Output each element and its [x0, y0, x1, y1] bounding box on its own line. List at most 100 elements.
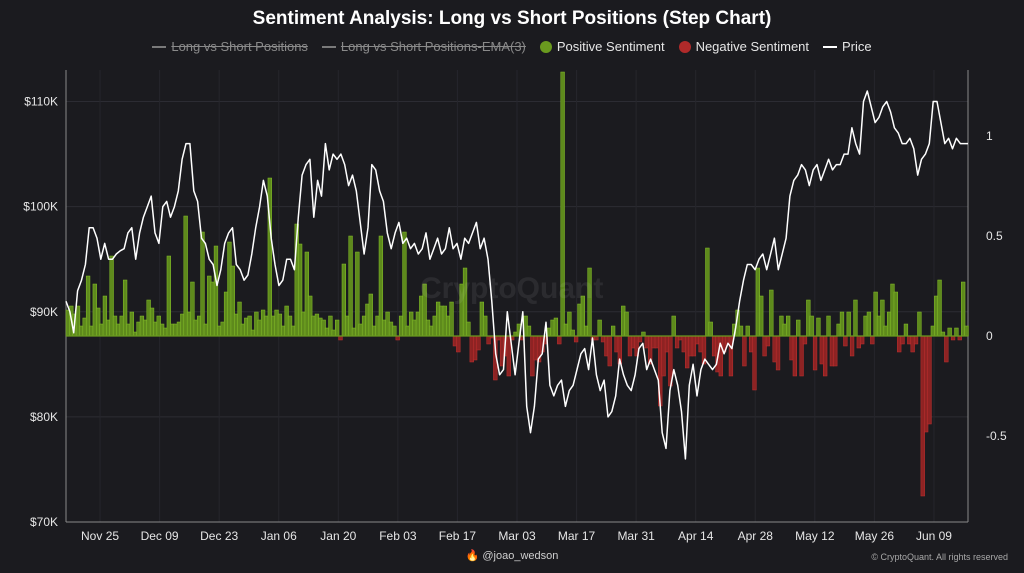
- positive-sentiment-bar: [866, 311, 872, 337]
- negative-sentiment-bar: [557, 335, 562, 345]
- positive-sentiment-bar: [392, 325, 397, 337]
- negative-sentiment-bar: [752, 335, 757, 391]
- x-tick-label: May 12: [795, 529, 835, 543]
- negative-sentiment-bar: [607, 335, 612, 367]
- y-left-tick-label: $110K: [24, 95, 58, 109]
- negative-sentiment-bar: [476, 335, 481, 351]
- legend-label: Long vs Short Positions: [171, 39, 308, 54]
- negative-sentiment-bar: [849, 335, 855, 357]
- x-tick-label: Feb 17: [439, 529, 477, 543]
- negative-sentiment-bar: [870, 335, 875, 345]
- negative-sentiment-bar: [728, 335, 734, 377]
- x-tick-label: Jan 06: [261, 529, 297, 543]
- x-tick-label: Jun 09: [916, 529, 952, 543]
- positive-sentiment-bar: [213, 245, 219, 337]
- negative-sentiment-bar: [573, 335, 579, 343]
- positive-sentiment-bar: [348, 235, 353, 337]
- positive-sentiment-bar: [954, 327, 959, 337]
- positive-sentiment-bar: [853, 299, 858, 337]
- y-right-tick-label: 1: [986, 129, 993, 143]
- positive-sentiment-bar: [449, 301, 454, 337]
- positive-sentiment-bar: [964, 325, 969, 337]
- positive-sentiment-bar: [671, 315, 676, 337]
- x-tick-label: Feb 03: [379, 529, 417, 543]
- legend-item-negative[interactable]: Negative Sentiment: [678, 39, 810, 54]
- y-left-tick-label: $100K: [23, 200, 58, 214]
- x-tick-label: May 26: [855, 529, 895, 543]
- positive-sentiment-bar: [708, 321, 713, 337]
- negative-sentiment-bar: [802, 335, 808, 345]
- positive-sentiment-bar: [483, 315, 488, 337]
- negative-sentiment-bar: [944, 335, 949, 363]
- positive-sentiment-bar: [816, 317, 821, 337]
- negative-sentiment-bar: [637, 335, 643, 343]
- negative-sentiment-bar: [506, 335, 511, 377]
- positive-sentiment-bar: [526, 325, 532, 337]
- x-tick-label: Dec 09: [141, 529, 179, 543]
- legend-label: Positive Sentiment: [556, 39, 665, 54]
- y-right-tick-label: 0.5: [986, 229, 1003, 243]
- positive-sentiment-bar: [745, 325, 750, 337]
- x-tick-label: Mar 31: [617, 529, 655, 543]
- x-tick-label: Mar 03: [498, 529, 536, 543]
- positive-sentiment-bar: [466, 321, 471, 337]
- positive-sentiment-bar: [597, 319, 602, 337]
- y-left-tick-label: $80K: [30, 410, 58, 424]
- positive-sentiment-bar: [903, 323, 909, 337]
- negative-sentiment-bar: [833, 335, 838, 367]
- legend-line-icon: [823, 45, 838, 48]
- chart-title: Sentiment Analysis: Long vs Short Positi…: [252, 8, 772, 29]
- positive-sentiment-bar: [893, 291, 898, 337]
- x-tick-label: Nov 25: [81, 529, 119, 543]
- legend-item-long-short[interactable]: Long vs Short Positions: [152, 39, 308, 54]
- y-left-tick-label: $90K: [30, 305, 58, 319]
- negative-sentiment-bar: [913, 335, 919, 345]
- x-tick-label: Dec 23: [200, 529, 238, 543]
- y-left-tick-label: $70K: [30, 515, 58, 529]
- legend-label: Negative Sentiment: [695, 39, 810, 54]
- x-tick-label: Apr 14: [678, 529, 714, 543]
- positive-sentiment-bar: [355, 251, 360, 337]
- negative-sentiment-bar: [860, 335, 865, 345]
- positive-sentiment-bar: [937, 279, 942, 337]
- negative-sentiment-bar: [775, 335, 781, 371]
- negative-sentiment-bar: [812, 335, 818, 371]
- legend-item-long-short-ema[interactable]: Long vs Short Positions-EMA(3): [321, 39, 526, 54]
- positive-sentiment-bar: [610, 325, 616, 337]
- positive-sentiment-bar: [917, 311, 922, 337]
- negative-sentiment-bar: [765, 335, 771, 347]
- y-right-tick-label: 0: [986, 329, 993, 343]
- legend-dot-icon: [539, 40, 552, 53]
- positive-sentiment-bar: [796, 319, 801, 337]
- negative-sentiment-bar: [900, 335, 905, 345]
- negative-sentiment-bar: [456, 335, 461, 353]
- positive-sentiment-bar: [570, 329, 575, 337]
- positive-sentiment-bar: [335, 319, 340, 337]
- footer-attribution: 🔥 @joao_wedson: [465, 550, 559, 562]
- legend-item-price[interactable]: Price: [823, 39, 872, 54]
- x-tick-label: Apr 28: [738, 529, 774, 543]
- negative-sentiment-bar: [927, 335, 932, 425]
- y-right-tick-label: -0.5: [986, 429, 1007, 443]
- positive-sentiment-bar: [402, 231, 407, 337]
- positive-sentiment-bar: [738, 325, 744, 337]
- legend-label: Price: [842, 39, 872, 54]
- legend-label: Long vs Short Positions-EMA(3): [340, 39, 526, 54]
- positive-sentiment-bar: [846, 311, 851, 337]
- positive-sentiment-bar: [769, 289, 774, 337]
- positive-sentiment-bar: [624, 311, 629, 337]
- x-tick-label: Jan 20: [320, 529, 356, 543]
- positive-sentiment-bar: [786, 315, 791, 337]
- legend-line-icon: [152, 45, 167, 48]
- watermark: CryptoQuant: [420, 272, 604, 305]
- price-line: [65, 90, 968, 460]
- negative-sentiment-bar: [843, 335, 848, 347]
- legend-line-icon: [321, 45, 336, 48]
- chart-legend: Long vs Short Positions Long vs Short Po…: [0, 39, 1024, 54]
- negative-sentiment-bar: [792, 335, 798, 377]
- legend-item-positive[interactable]: Positive Sentiment: [539, 39, 665, 54]
- positive-sentiment-bar: [553, 317, 559, 337]
- negative-sentiment-bar: [823, 335, 828, 377]
- legend-dot-icon: [678, 40, 691, 53]
